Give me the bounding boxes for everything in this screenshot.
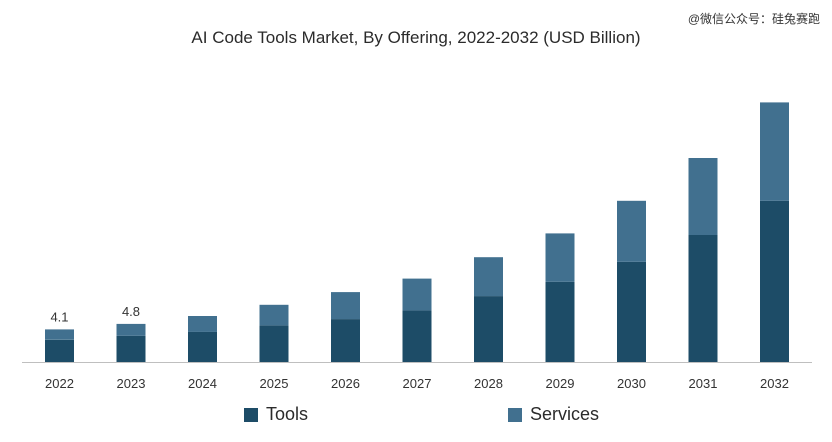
bar-tools-2025 bbox=[259, 325, 289, 362]
legend-item-services: Services bbox=[508, 404, 599, 425]
bar-tools-2022 bbox=[45, 339, 74, 362]
data-label-2023: 4.8 bbox=[122, 304, 140, 319]
x-tick-2025: 2025 bbox=[260, 376, 289, 391]
bar-services-2032 bbox=[760, 102, 789, 201]
bars-group bbox=[45, 102, 789, 362]
bar-tools-2028 bbox=[474, 296, 503, 362]
x-tick-2027: 2027 bbox=[403, 376, 432, 391]
bar-services-2026 bbox=[331, 292, 360, 320]
bar-services-2025 bbox=[259, 304, 289, 326]
bar-services-2024 bbox=[188, 316, 217, 332]
bar-services-2027 bbox=[402, 278, 432, 311]
bar-services-2030 bbox=[617, 200, 646, 262]
legend-label-services: Services bbox=[530, 404, 600, 424]
x-tick-2024: 2024 bbox=[188, 376, 217, 391]
bar-services-2029 bbox=[545, 233, 575, 282]
x-tick-2030: 2030 bbox=[617, 376, 646, 391]
bar-tools-2031 bbox=[688, 235, 718, 362]
bar-tools-2027 bbox=[402, 310, 432, 362]
bar-tools-2023 bbox=[116, 335, 146, 362]
chart-title: AI Code Tools Market, By Offering, 2022-… bbox=[191, 28, 641, 47]
legend-swatch-tools bbox=[244, 407, 258, 422]
data-labels: 4.1 4.8 bbox=[50, 304, 140, 325]
bar-tools-2032 bbox=[760, 200, 789, 362]
x-tick-2026: 2026 bbox=[331, 376, 360, 391]
bar-services-2022 bbox=[45, 329, 74, 340]
bar-services-2023 bbox=[116, 323, 146, 336]
x-tick-2028: 2028 bbox=[474, 376, 503, 391]
bar-tools-2030 bbox=[617, 262, 646, 362]
x-tick-labels: 2022 2023 2024 2025 2026 2027 2028 2029 2030 2031… bbox=[45, 376, 789, 391]
legend: Tools Services bbox=[0, 404, 832, 428]
x-tick-2029: 2029 bbox=[546, 376, 575, 391]
data-label-2022: 4.1 bbox=[50, 309, 68, 324]
bar-tools-2029 bbox=[545, 281, 575, 362]
bar-services-2028 bbox=[474, 257, 503, 297]
x-tick-2032: 2032 bbox=[760, 376, 789, 391]
watermark: @微信公众号：硅兔赛跑 bbox=[687, 12, 820, 26]
legend-item-tools: Tools bbox=[244, 404, 308, 425]
bar-tools-2026 bbox=[331, 319, 360, 362]
x-tick-2023: 2023 bbox=[117, 376, 146, 391]
bar-services-2031 bbox=[688, 158, 718, 235]
legend-swatch-services bbox=[508, 407, 522, 422]
x-tick-2022: 2022 bbox=[45, 376, 74, 391]
legend-label-tools: Tools bbox=[266, 404, 309, 424]
bar-tools-2024 bbox=[188, 331, 217, 362]
x-tick-2031: 2031 bbox=[689, 376, 718, 391]
